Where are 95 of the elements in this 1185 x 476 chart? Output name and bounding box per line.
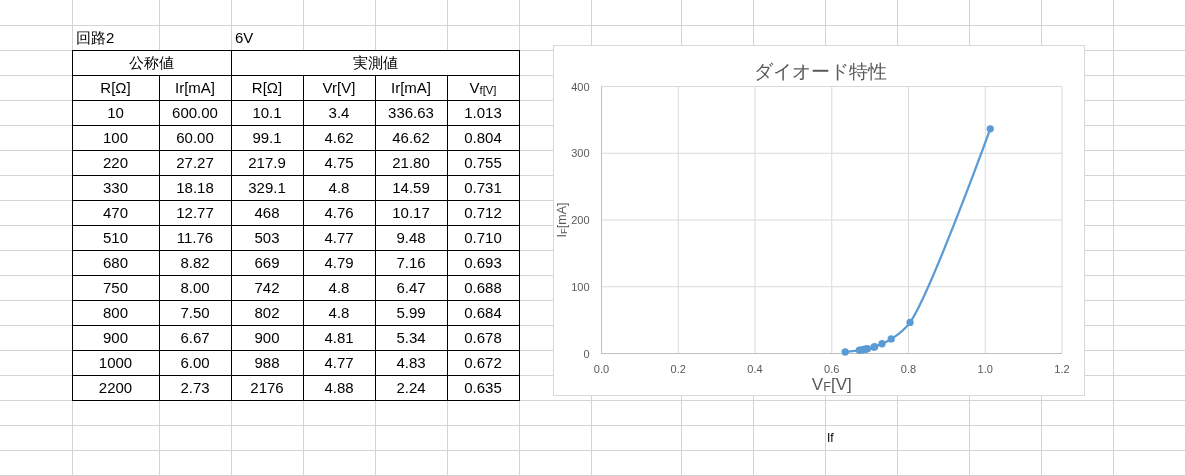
- text: 1.013: [464, 104, 502, 121]
- y-tick-label: 400: [571, 80, 590, 93]
- category-label: R[Ω]: [251, 79, 283, 96]
- text: 900: [102, 329, 129, 346]
- text: 0.755: [464, 154, 502, 171]
- text: 6.47: [396, 279, 426, 296]
- text: 4.62: [324, 129, 354, 146]
- text: 4.76: [324, 204, 354, 221]
- text: 669: [254, 254, 280, 271]
- text: 11.76: [176, 229, 214, 246]
- text: 330: [102, 179, 129, 196]
- text: 800: [102, 304, 129, 321]
- y-tick-label: 0: [583, 347, 590, 360]
- text: 2.73: [180, 379, 210, 396]
- text: 336.63: [388, 104, 434, 121]
- text: 503: [254, 229, 280, 246]
- text: 6.00: [180, 354, 210, 371]
- text: 470: [102, 204, 129, 221]
- text: 12.77: [176, 204, 214, 221]
- text: 2200: [98, 379, 133, 396]
- text: 988: [254, 354, 280, 371]
- text: 18.18: [176, 179, 214, 196]
- category-label: Vr[V]: [322, 79, 356, 96]
- text: 6.67: [180, 329, 210, 346]
- text: 0.693: [464, 254, 502, 271]
- text: 900: [254, 329, 280, 346]
- text: 6V: [235, 29, 254, 46]
- text: 0.712: [464, 204, 502, 221]
- text: 14.59: [392, 179, 430, 196]
- text: 公称値: [129, 54, 174, 71]
- text: 7.50: [180, 304, 210, 321]
- text: 99.1: [252, 129, 282, 146]
- x-tick-label: 0.4: [747, 362, 763, 375]
- text: 0.710: [464, 229, 502, 246]
- text: If: [827, 431, 835, 445]
- category-label: Ir[mA]: [391, 79, 431, 96]
- text: 0.731: [464, 179, 502, 196]
- x-tick-label: 0.8: [900, 362, 917, 375]
- x-tick-label: 0.6: [824, 362, 840, 375]
- text: 600.00: [172, 104, 218, 121]
- text: 4.75: [324, 154, 354, 171]
- text: 742: [254, 279, 280, 296]
- text: 46.62: [392, 129, 430, 146]
- text: 802: [254, 304, 280, 321]
- text: 217.9: [248, 154, 286, 171]
- text: 4.83: [396, 354, 426, 371]
- text: 0.635: [464, 379, 502, 396]
- text: 8.82: [180, 254, 210, 271]
- text: 2.24: [396, 379, 426, 396]
- text: 9.48: [396, 229, 426, 246]
- text: 4.88: [324, 379, 354, 396]
- text: 10.1: [252, 104, 282, 121]
- text: 0.678: [464, 329, 502, 346]
- text: 0.688: [464, 279, 502, 296]
- category-label: Ir[mA]: [175, 79, 215, 96]
- text: 0.672: [464, 354, 502, 371]
- text: 2176: [250, 379, 284, 396]
- text: 4.77: [324, 229, 354, 246]
- y-tick-label: 200: [571, 214, 590, 226]
- text: 510: [102, 229, 129, 246]
- x-tick-label: 0.2: [670, 362, 686, 375]
- text: 0.684: [464, 304, 502, 321]
- text: 7.16: [396, 254, 426, 271]
- text: 27.27: [176, 154, 214, 171]
- text: 220: [102, 154, 129, 171]
- text: 1000: [98, 354, 133, 371]
- text: 100: [102, 129, 129, 146]
- x-tick-label: 1.2: [1054, 362, 1070, 375]
- text: 4.8: [328, 179, 350, 196]
- text: 60.00: [176, 129, 214, 146]
- text: 4.81: [324, 329, 354, 346]
- text: 468: [254, 204, 280, 221]
- text: 750: [102, 279, 129, 296]
- text: 21.80: [392, 154, 430, 171]
- text: 680: [102, 254, 129, 271]
- y-tick-label: 300: [571, 147, 590, 160]
- text: 5.99: [396, 304, 426, 321]
- text: 回路2: [76, 29, 115, 46]
- text: 10: [107, 104, 124, 121]
- text: 4.77: [324, 354, 354, 371]
- y-tick-label: 100: [571, 280, 590, 293]
- category-label: R[Ω]: [100, 79, 131, 96]
- text: 4.8: [328, 279, 350, 296]
- text: 8.00: [180, 279, 210, 296]
- x-tick-label: 1.0: [977, 362, 993, 375]
- x-tick-label: 0.0: [593, 362, 610, 375]
- text: 10.17: [392, 204, 430, 221]
- chart-title: ダイオード特性: [753, 61, 887, 82]
- text: 5.34: [396, 329, 426, 346]
- text: 4.79: [324, 254, 354, 271]
- text: 4.8: [328, 304, 350, 321]
- text: 実測値: [352, 54, 398, 71]
- text: 0.804: [464, 129, 502, 146]
- text: 3.4: [328, 104, 350, 121]
- text: 329.1: [248, 179, 286, 196]
